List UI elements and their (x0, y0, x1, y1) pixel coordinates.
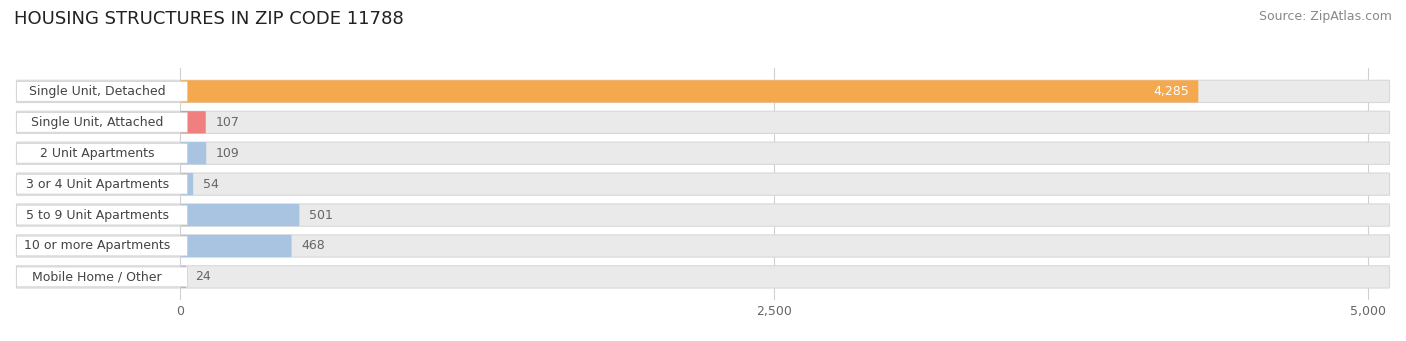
Text: HOUSING STRUCTURES IN ZIP CODE 11788: HOUSING STRUCTURES IN ZIP CODE 11788 (14, 10, 404, 28)
Text: 4,285: 4,285 (1153, 85, 1189, 98)
Text: 5 to 9 Unit Apartments: 5 to 9 Unit Apartments (25, 209, 169, 222)
FancyBboxPatch shape (17, 80, 1389, 103)
FancyBboxPatch shape (17, 266, 1389, 288)
Text: 24: 24 (195, 270, 211, 283)
Text: 468: 468 (301, 239, 325, 252)
FancyBboxPatch shape (17, 173, 1389, 195)
Text: 3 or 4 Unit Apartments: 3 or 4 Unit Apartments (25, 178, 169, 191)
Text: 109: 109 (215, 147, 239, 160)
FancyBboxPatch shape (17, 204, 1389, 226)
FancyBboxPatch shape (17, 267, 187, 287)
FancyBboxPatch shape (180, 111, 205, 133)
FancyBboxPatch shape (180, 80, 1198, 103)
FancyBboxPatch shape (17, 113, 187, 132)
FancyBboxPatch shape (17, 205, 187, 225)
Text: 2 Unit Apartments: 2 Unit Apartments (39, 147, 155, 160)
FancyBboxPatch shape (17, 142, 1389, 164)
Text: Source: ZipAtlas.com: Source: ZipAtlas.com (1258, 10, 1392, 23)
FancyBboxPatch shape (180, 235, 291, 257)
FancyBboxPatch shape (180, 142, 207, 164)
Text: 501: 501 (309, 209, 333, 222)
Text: Single Unit, Attached: Single Unit, Attached (31, 116, 163, 129)
Text: Mobile Home / Other: Mobile Home / Other (32, 270, 162, 283)
FancyBboxPatch shape (17, 143, 187, 163)
FancyBboxPatch shape (180, 173, 193, 195)
Text: 10 or more Apartments: 10 or more Apartments (24, 239, 170, 252)
Text: Single Unit, Detached: Single Unit, Detached (30, 85, 166, 98)
FancyBboxPatch shape (17, 236, 187, 256)
FancyBboxPatch shape (17, 111, 1389, 133)
FancyBboxPatch shape (17, 235, 1389, 257)
Text: 107: 107 (215, 116, 239, 129)
FancyBboxPatch shape (17, 81, 187, 101)
Text: 54: 54 (202, 178, 218, 191)
FancyBboxPatch shape (180, 204, 299, 226)
FancyBboxPatch shape (17, 174, 187, 194)
FancyBboxPatch shape (180, 266, 186, 288)
